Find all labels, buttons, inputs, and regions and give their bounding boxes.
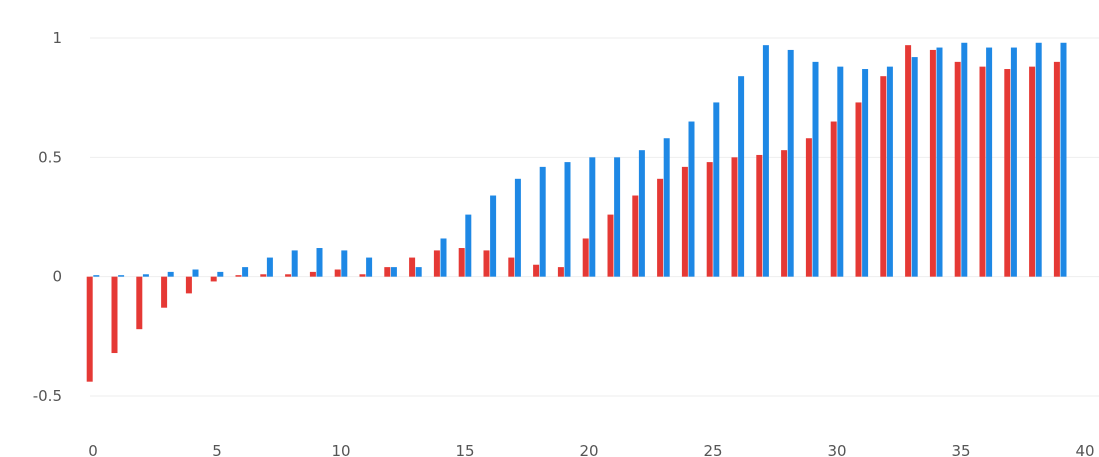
y-tick-label: -0.5: [33, 387, 62, 405]
blue-bar: [192, 269, 199, 277]
blue-bar: [539, 166, 546, 277]
x-tick-label: 25: [703, 442, 722, 457]
red-bar: [706, 162, 713, 277]
x-tick-label: 20: [579, 442, 598, 457]
blue-bar: [589, 157, 596, 277]
blue-bar: [390, 267, 397, 277]
blue-bar: [837, 66, 844, 277]
red-bar: [632, 195, 639, 277]
x-tick-label: 30: [827, 442, 846, 457]
x-tick-label: 40: [1075, 442, 1094, 457]
red-bar: [384, 267, 391, 277]
red-bar: [557, 267, 564, 277]
red-bar: [210, 276, 217, 282]
blue-bar: [167, 271, 174, 277]
red-bar: [86, 276, 93, 382]
red-bar: [582, 238, 589, 277]
blue-bar: [440, 238, 447, 277]
red-bar: [855, 102, 862, 277]
blue-bar: [217, 271, 224, 277]
red-bar: [508, 257, 515, 277]
blue-bar: [614, 157, 621, 277]
red-bar: [1053, 61, 1060, 277]
blue-bar: [638, 150, 645, 277]
red-bar: [185, 276, 192, 294]
x-tick-label: 0: [88, 442, 98, 457]
red-bar: [1004, 69, 1011, 277]
blue-bar: [564, 162, 571, 277]
red-bar: [731, 157, 738, 277]
blue-bar: [713, 102, 720, 277]
red-bar: [905, 45, 912, 277]
red-bar: [285, 274, 292, 277]
blue-bar: [465, 214, 472, 277]
red-bar: [161, 276, 168, 308]
red-bar: [111, 276, 118, 354]
red-bar: [458, 248, 465, 277]
red-bar: [756, 154, 763, 277]
blue-bar: [762, 45, 769, 277]
blue-bar: [514, 178, 521, 277]
blue-bar: [936, 47, 943, 277]
blue-bar: [688, 121, 695, 277]
x-tick-label: 15: [455, 442, 474, 457]
x-tick-label: 10: [331, 442, 350, 457]
red-bar: [533, 264, 540, 277]
blue-bar: [366, 257, 373, 277]
red-bar: [657, 178, 664, 277]
blue-bar: [242, 267, 249, 277]
y-tick-label: 0.5: [38, 148, 62, 166]
red-bar: [433, 250, 440, 277]
blue-bar: [316, 248, 323, 277]
blue-bar: [787, 49, 794, 277]
blue-bar: [886, 66, 893, 277]
red-bar: [979, 66, 986, 277]
red-bar: [409, 257, 416, 277]
red-bar: [359, 274, 366, 277]
blue-bar: [490, 195, 497, 277]
blue-bar: [1010, 47, 1017, 277]
blue-bar: [142, 274, 149, 277]
red-bar: [607, 214, 614, 277]
x-axis-tick-labels: 0 5 10 15 20 25 30 35 40: [88, 442, 1094, 457]
blue-bar: [1060, 42, 1067, 277]
red-bar: [136, 276, 143, 330]
y-tick-label: 0: [52, 268, 62, 286]
red-bar: [334, 269, 341, 277]
blue-bar: [911, 57, 918, 277]
blue-bar: [663, 138, 670, 277]
red-bar: [830, 121, 837, 277]
blue-bar: [93, 275, 100, 277]
red-bar: [954, 61, 961, 277]
blue-bar: [291, 250, 298, 277]
red-bar: [260, 274, 267, 277]
red-bar: [929, 49, 936, 277]
blue-bar: [961, 42, 968, 277]
blue-bar: [118, 275, 125, 277]
y-tick-label: 1: [52, 29, 62, 47]
y-axis-tick-labels: 1 0.5 0 -0.5: [33, 29, 62, 405]
x-tick-label: 35: [951, 442, 970, 457]
red-bar: [781, 150, 788, 277]
red-bar: [483, 250, 490, 277]
blue-bar: [1035, 42, 1042, 277]
blue-bar: [812, 61, 819, 277]
blue-bar: [266, 257, 273, 277]
red-bar: [880, 76, 887, 277]
blue-bar: [341, 250, 348, 277]
blue-bar: [415, 267, 422, 277]
blue-bar: [738, 76, 745, 277]
x-tick-label: 5: [212, 442, 222, 457]
red-bar: [805, 138, 812, 277]
blue-bar: [986, 47, 993, 277]
red-bar: [309, 271, 316, 277]
blue-bar: [862, 69, 869, 277]
bars: [86, 42, 1067, 382]
red-bar: [681, 166, 688, 277]
red-bar: [235, 275, 242, 277]
red-bar: [1029, 66, 1036, 277]
